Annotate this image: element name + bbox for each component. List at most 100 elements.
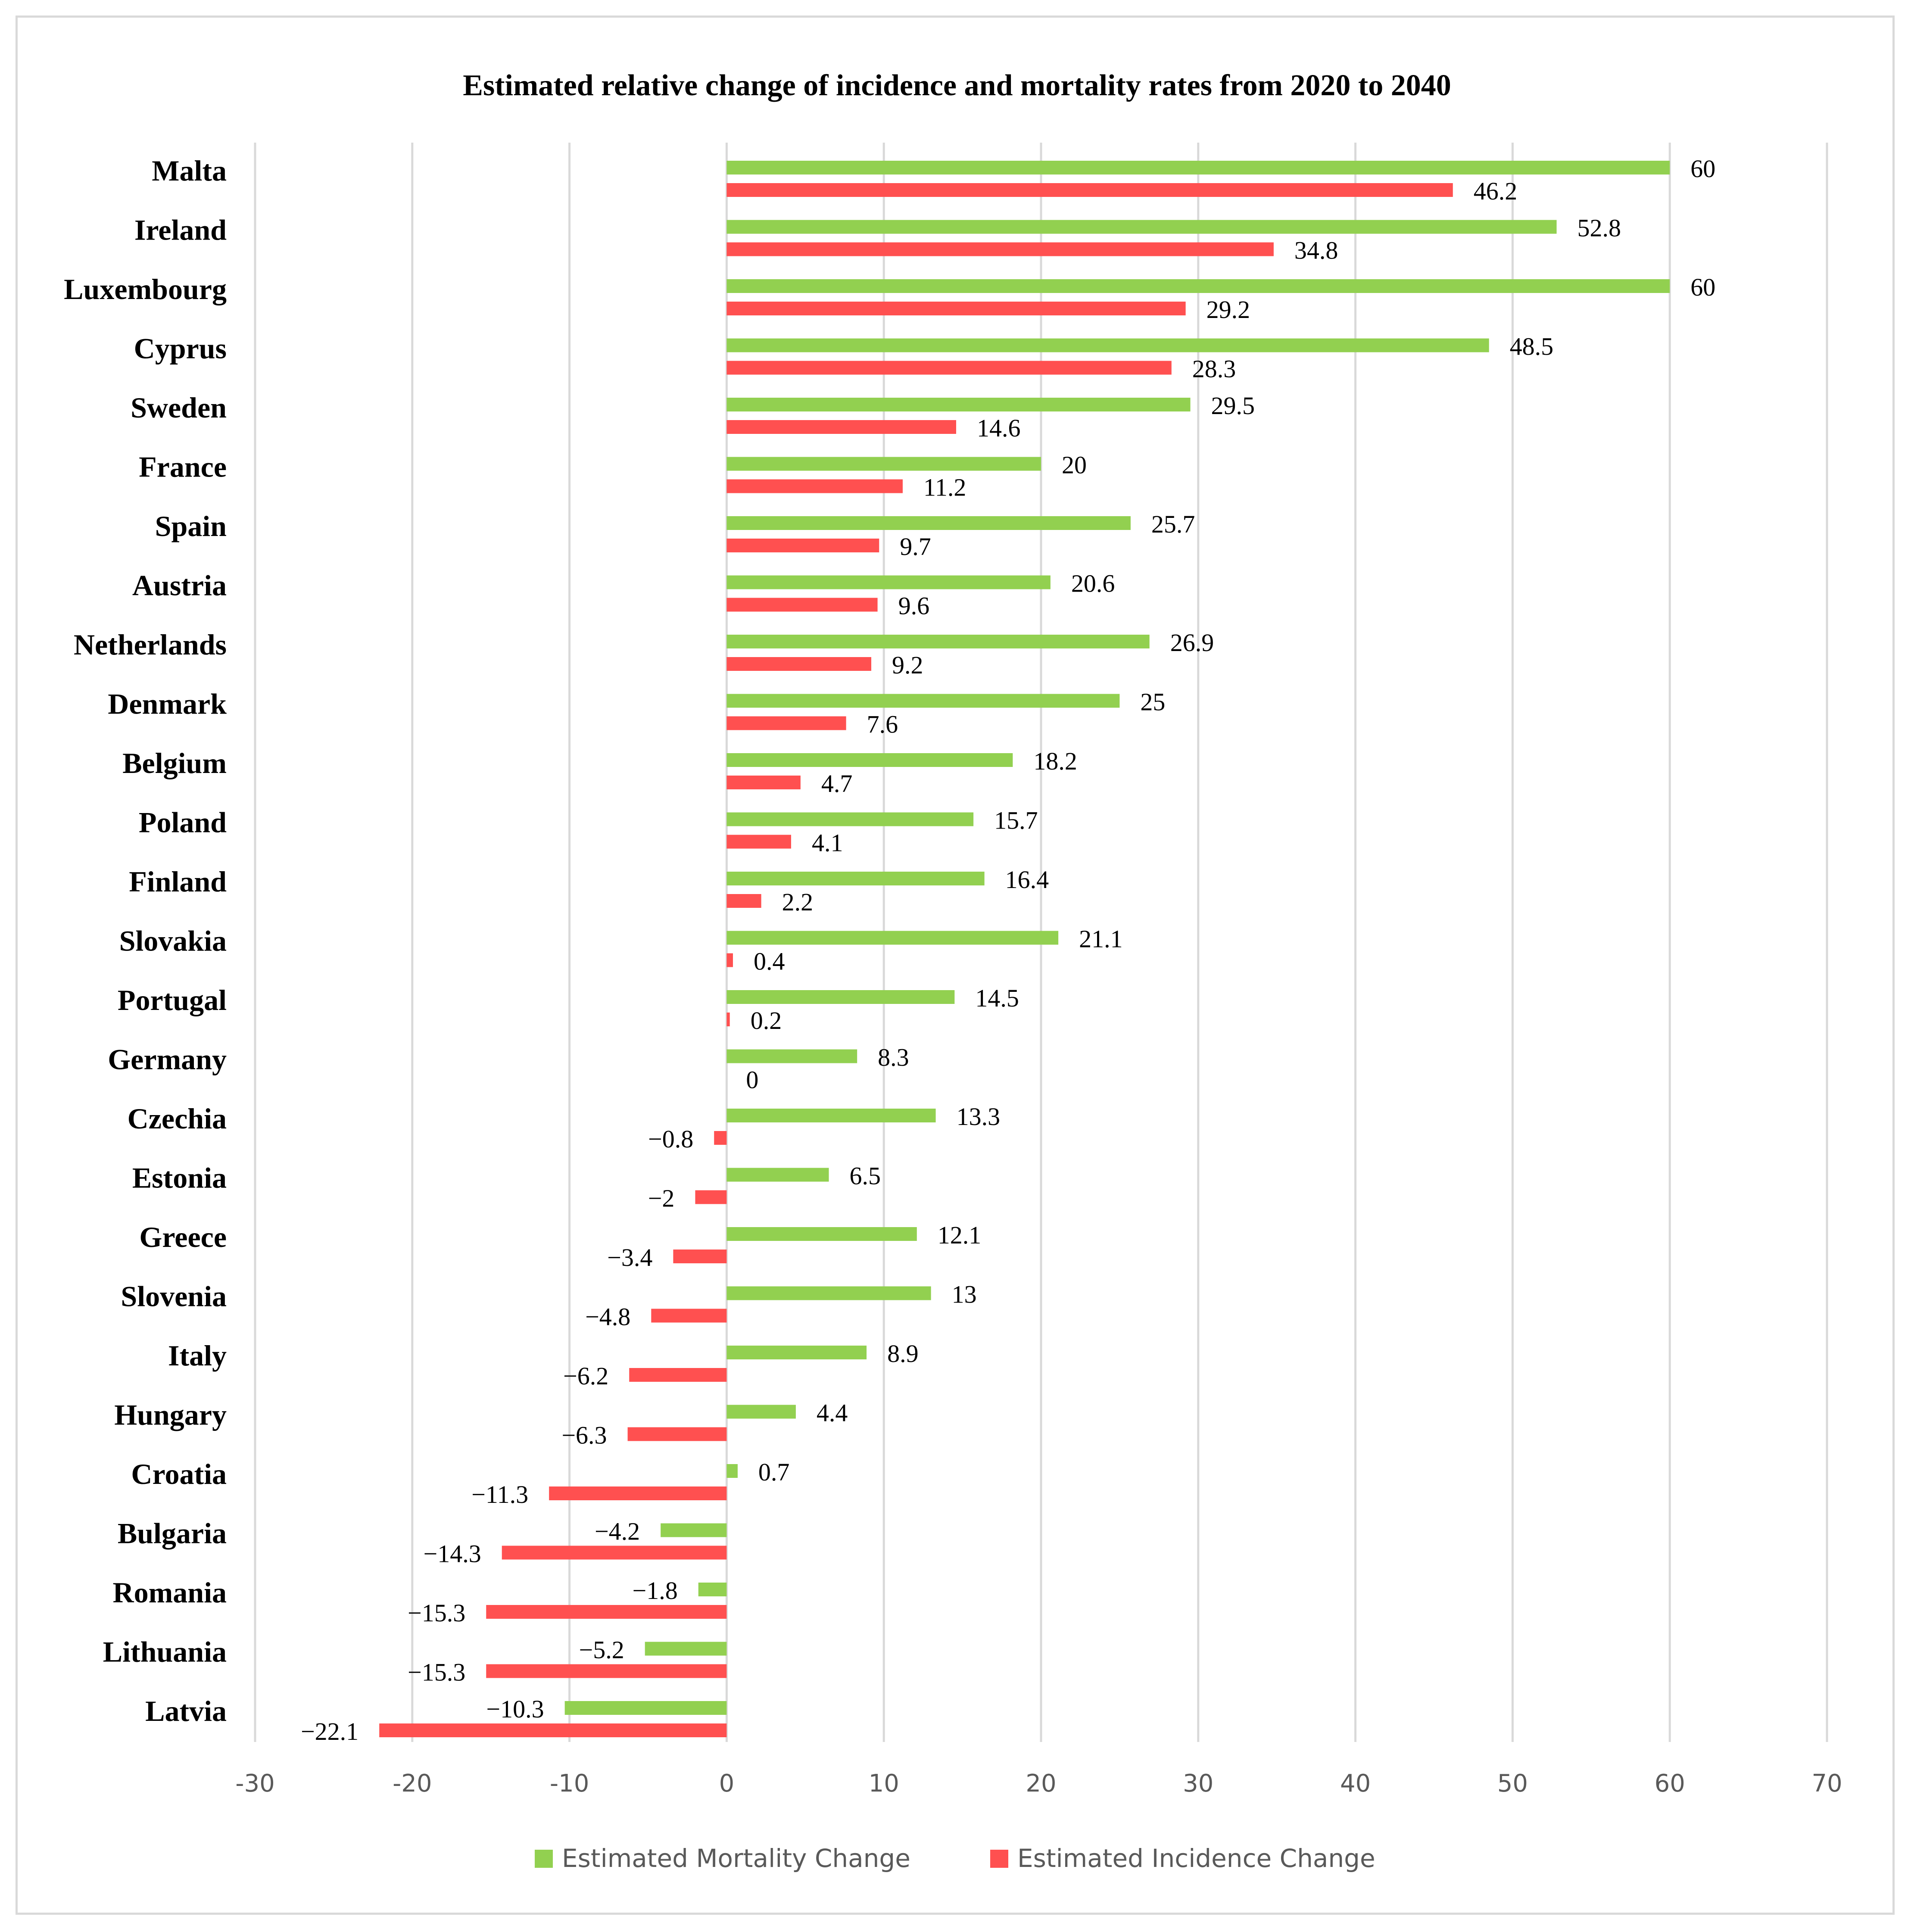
mortality-data-label: 14.5 — [975, 984, 1019, 1012]
incidence-bar — [486, 1605, 727, 1619]
incidence-data-label: −15.3 — [408, 1658, 465, 1686]
incidence-bar — [502, 1546, 727, 1560]
x-tick-label: -20 — [393, 1770, 432, 1798]
x-tick-label: 10 — [869, 1770, 899, 1798]
category-label: France — [139, 451, 227, 483]
mortality-data-label: −5.2 — [579, 1636, 624, 1664]
category-label: Lithuania — [103, 1636, 227, 1668]
x-tick-label: -30 — [235, 1770, 274, 1798]
incidence-bar — [726, 242, 1274, 256]
mortality-bar — [726, 1227, 917, 1241]
category-label: Denmark — [108, 688, 227, 720]
incidence-bar — [726, 835, 791, 849]
x-tick-label: 0 — [719, 1770, 735, 1798]
incidence-data-label: 2.2 — [782, 888, 814, 916]
mortality-bar — [726, 1464, 738, 1478]
incidence-bar — [726, 479, 903, 493]
incidence-data-label: 34.8 — [1294, 237, 1338, 265]
incidence-bar — [726, 657, 872, 671]
incidence-data-label: 9.2 — [892, 651, 923, 679]
category-label: Finland — [129, 865, 227, 898]
incidence-data-label: 0.4 — [754, 947, 785, 975]
mortality-data-label: 48.5 — [1510, 333, 1554, 361]
legend-label-incidence: Estimated Incidence Change — [1017, 1844, 1375, 1873]
mortality-data-label: 13 — [952, 1281, 977, 1309]
mortality-bar — [698, 1583, 727, 1596]
mortality-bar — [726, 338, 1489, 352]
mortality-data-label: 4.4 — [817, 1399, 848, 1427]
category-label: Portugal — [118, 984, 227, 1016]
incidence-bar — [726, 716, 846, 730]
mortality-bar — [726, 931, 1059, 945]
mortality-data-label: −4.2 — [595, 1518, 640, 1546]
x-tick-label: 20 — [1026, 1770, 1056, 1798]
legend-swatch-incidence — [990, 1850, 1008, 1868]
category-label: Greece — [139, 1221, 227, 1253]
mortality-bar — [726, 220, 1557, 234]
mortality-bar — [726, 279, 1670, 293]
incidence-data-label: −15.3 — [408, 1599, 465, 1627]
category-label: Slovenia — [121, 1280, 227, 1313]
incidence-bar — [726, 776, 801, 789]
mortality-bar — [726, 161, 1670, 175]
incidence-bar — [726, 361, 1172, 375]
data-labels: 60 46.2 52.8 34.8 60 29.2 48.5 28.3 29.5 14.6 20 11… — [301, 155, 1715, 1745]
category-label: Latvia — [145, 1695, 227, 1727]
incidence-bar — [726, 539, 879, 552]
category-label: Spain — [155, 510, 227, 542]
incidence-bar — [486, 1664, 727, 1678]
incidence-bar — [549, 1486, 727, 1500]
x-tick-label: 70 — [1811, 1770, 1842, 1798]
incidence-bar — [726, 953, 733, 967]
incidence-bar — [629, 1368, 727, 1382]
mortality-data-label: −1.8 — [633, 1577, 678, 1605]
incidence-data-label: 7.6 — [867, 710, 898, 739]
bars — [379, 161, 1670, 1737]
incidence-data-label: −6.2 — [563, 1362, 608, 1390]
mortality-bar — [726, 753, 1013, 767]
x-tick-label: 40 — [1340, 1770, 1371, 1798]
incidence-bar — [627, 1427, 727, 1441]
mortality-bar — [661, 1523, 727, 1537]
mortality-bar — [726, 872, 985, 885]
mortality-data-label: 21.1 — [1079, 925, 1123, 953]
mortality-bar — [726, 1286, 931, 1300]
incidence-bar — [726, 598, 878, 612]
mortality-data-label: 60 — [1690, 155, 1715, 183]
mortality-data-label: 16.4 — [1005, 866, 1049, 894]
mortality-data-label: 0.7 — [758, 1458, 790, 1486]
category-label: Hungary — [114, 1399, 227, 1431]
mortality-data-label: 12.1 — [938, 1221, 982, 1249]
category-label: Slovakia — [119, 925, 227, 957]
category-label: Italy — [168, 1339, 227, 1372]
chart-title: Estimated relative change of incidence a… — [463, 69, 1451, 102]
mortality-bar — [726, 1109, 936, 1122]
incidence-bar — [673, 1250, 727, 1263]
mortality-data-label: 29.5 — [1211, 392, 1255, 420]
incidence-data-label: −11.3 — [471, 1480, 528, 1508]
mortality-bar — [726, 1346, 867, 1359]
category-label: Belgium — [122, 747, 227, 779]
chart-frame: Estimated relative change of incidence a… — [16, 16, 1895, 1915]
category-label: Cyprus — [134, 332, 227, 365]
incidence-data-label: 4.1 — [812, 829, 843, 857]
mortality-data-label: 13.3 — [957, 1103, 1001, 1131]
incidence-bar — [726, 420, 957, 434]
category-label: Estonia — [132, 1162, 227, 1194]
category-label: Romania — [113, 1576, 227, 1609]
incidence-data-label: −2 — [648, 1184, 675, 1212]
incidence-bar — [726, 183, 1453, 197]
category-label: Ireland — [134, 214, 227, 246]
category-label: Malta — [152, 154, 227, 187]
incidence-data-label: −6.3 — [561, 1421, 607, 1449]
mortality-bar — [726, 812, 974, 826]
incidence-bar — [726, 894, 761, 908]
incidence-data-label: 0 — [746, 1066, 758, 1094]
incidence-data-label: 28.3 — [1192, 355, 1236, 383]
mortality-bar — [726, 398, 1191, 411]
incidence-data-label: 9.7 — [900, 533, 931, 561]
incidence-data-label: 4.7 — [821, 770, 853, 798]
legend: Estimated Mortality Change Estimated Inci… — [535, 1844, 1375, 1873]
mortality-data-label: 52.8 — [1577, 214, 1621, 242]
incidence-bar — [726, 1013, 730, 1026]
